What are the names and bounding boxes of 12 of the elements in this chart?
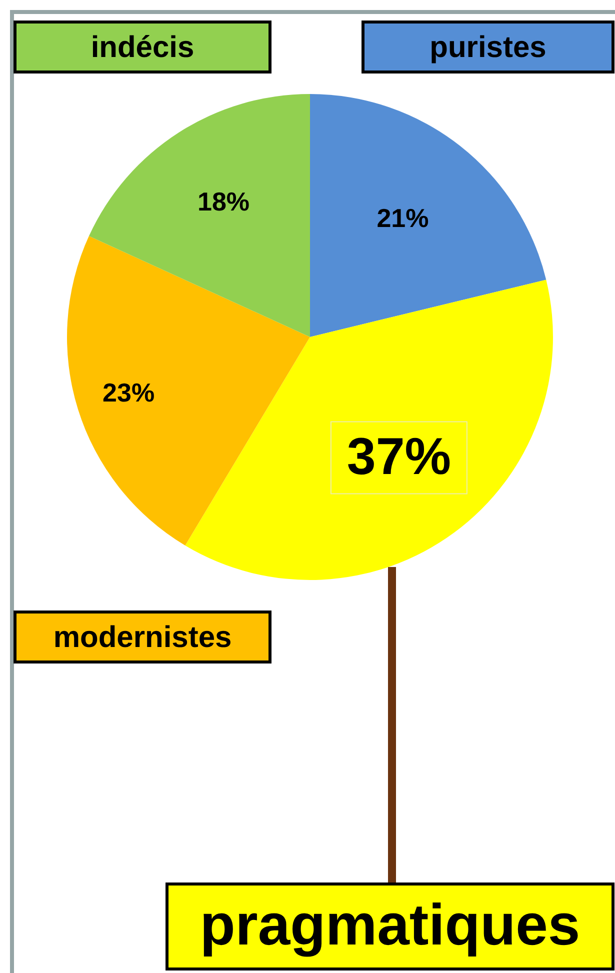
- pie-slice: [67, 236, 310, 546]
- pie-slice: [185, 280, 553, 580]
- data-label: 23%: [102, 377, 155, 408]
- pie-slice: [88, 94, 310, 337]
- data-label: 37%: [346, 428, 451, 486]
- pie-slice: [310, 94, 546, 337]
- slice-label: indécis: [90, 31, 194, 64]
- data-label: 21%: [376, 203, 429, 234]
- data-label: 18%: [197, 186, 250, 216]
- slice-label: modernistes: [53, 621, 232, 654]
- slice-label: pragmatiques: [200, 892, 580, 958]
- slice-label: puristes: [430, 31, 546, 64]
